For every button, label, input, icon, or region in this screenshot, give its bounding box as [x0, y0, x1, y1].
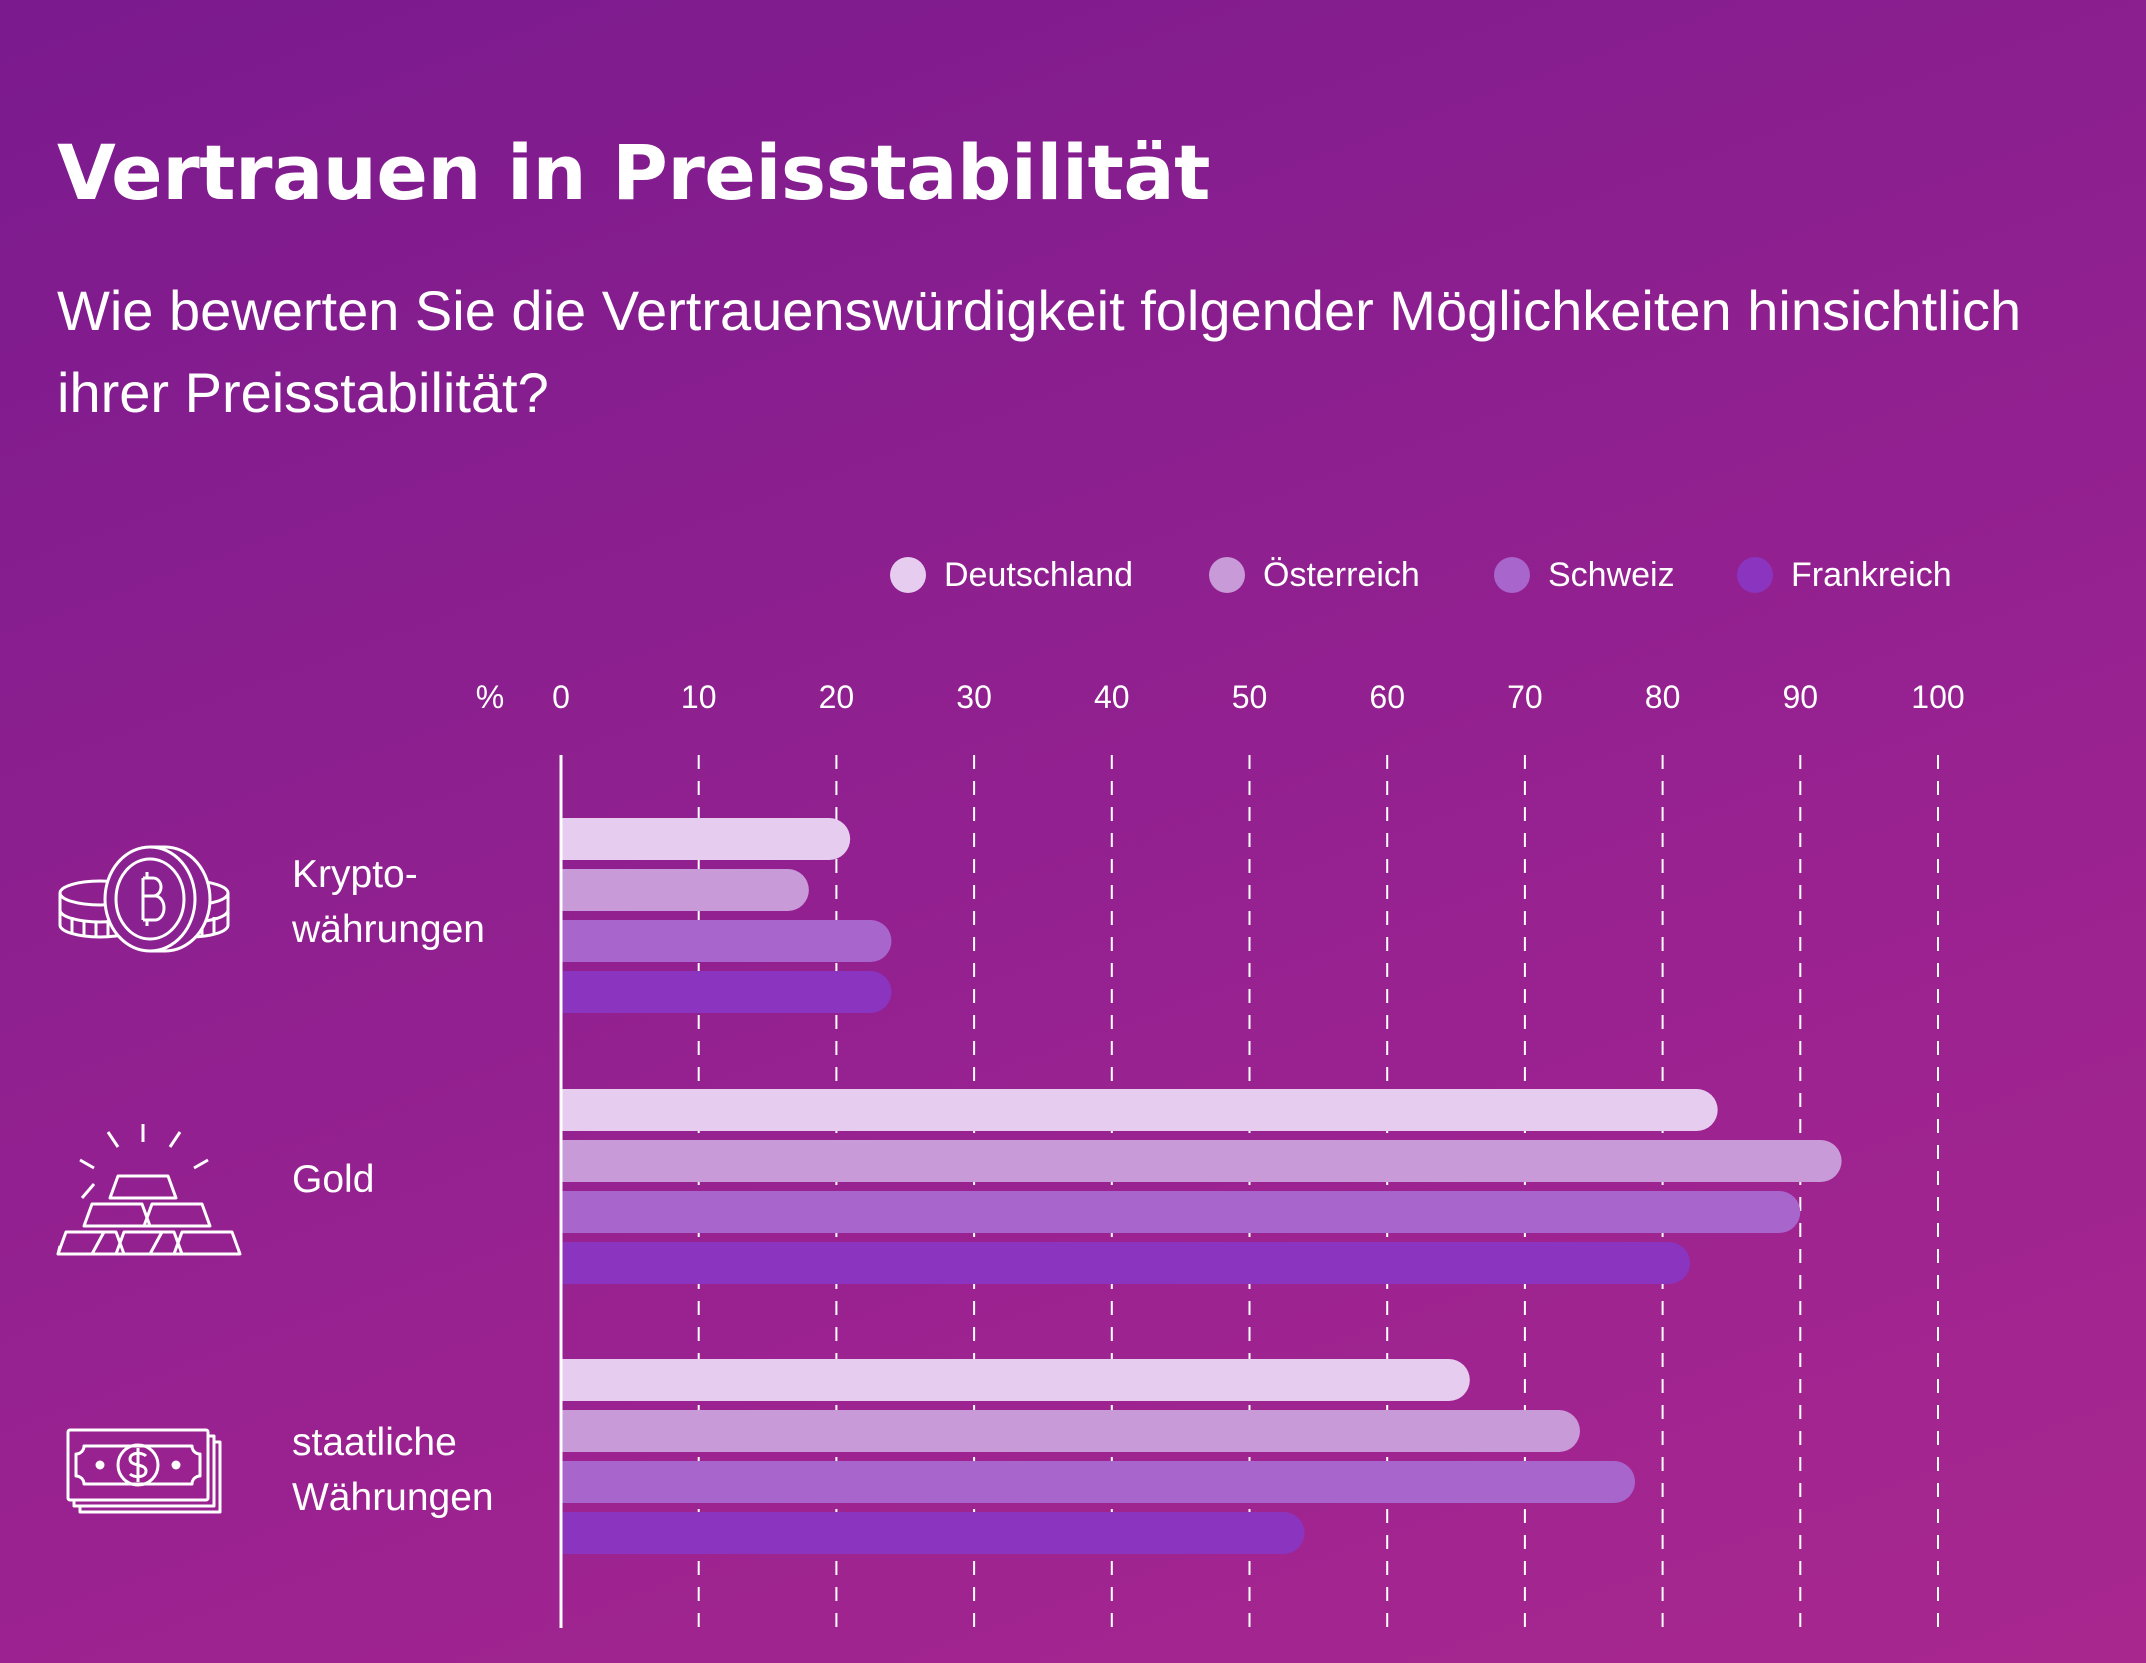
x-tick-label-30: 30 — [956, 679, 992, 715]
category-label-gold: Gold — [292, 1158, 374, 1201]
chart-bars — [561, 818, 1842, 1554]
legend-item-deutschland: Deutschland — [890, 550, 1133, 600]
bar-base-krypto-deutschland — [561, 818, 582, 860]
legend-swatch-frankreich — [1737, 557, 1773, 593]
bar-krypto-schweiz — [561, 920, 892, 962]
legend-label-deutschland: Deutschland — [944, 555, 1134, 594]
legend-label-oesterreich: Österreich — [1263, 555, 1420, 594]
x-tick-label-20: 20 — [819, 679, 855, 715]
x-tick-label-0: 0 — [552, 679, 570, 715]
bar-base-staatlich-frankreich — [561, 1512, 582, 1554]
gold-bars-icon — [56, 1124, 242, 1256]
bar-gold-schweiz — [561, 1191, 1801, 1233]
x-tick-label-40: 40 — [1094, 679, 1130, 715]
bar-base-gold-frankreich — [561, 1242, 582, 1284]
bar-krypto-deutschland — [561, 818, 851, 860]
bitcoin-coins-icon — [58, 845, 230, 953]
legend-label-schweiz: Schweiz — [1548, 555, 1675, 594]
bar-base-krypto-schweiz — [561, 920, 582, 962]
bar-base-staatlich-deutschland — [561, 1359, 582, 1401]
bar-staatlich-frankreich — [561, 1512, 1305, 1554]
category-label-krypto-line1: Krypto- — [292, 853, 418, 896]
bar-base-gold-österreich — [561, 1140, 582, 1182]
category-label-staatlich-line1: staatliche — [292, 1421, 457, 1464]
bar-gold-deutschland — [561, 1089, 1718, 1131]
legend-label-frankreich: Frankreich — [1791, 555, 1952, 594]
x-tick-label-80: 80 — [1645, 679, 1681, 715]
legend-item-schweiz: Schweiz — [1494, 550, 1675, 600]
legend-swatch-oesterreich — [1209, 557, 1245, 593]
bar-staatlich-schweiz — [561, 1461, 1636, 1503]
bar-base-krypto-frankreich — [561, 971, 582, 1013]
x-tick-label-100: 100 — [1911, 679, 1964, 715]
legend-swatch-deutschland — [890, 557, 926, 593]
bar-staatlich-österreich — [561, 1410, 1580, 1452]
legend-swatch-schweiz — [1494, 557, 1530, 593]
bar-base-krypto-österreich — [561, 869, 582, 911]
x-tick-label-50: 50 — [1232, 679, 1268, 715]
bar-krypto-österreich — [561, 869, 809, 911]
x-axis-unit-label: % — [476, 679, 504, 715]
category-labels: Krypto- währungen Gold staatliche Währun… — [291, 853, 494, 1519]
legend-item-frankreich: Frankreich — [1737, 550, 1952, 600]
chart-title: Vertrauen in Preisstabilität — [57, 128, 1210, 217]
x-tick-label-90: 90 — [1783, 679, 1819, 715]
x-axis-ticks: % 0 10 20 30 40 50 60 70 80 90 100 — [476, 679, 1965, 715]
bar-gold-österreich — [561, 1140, 1842, 1182]
banknote-icon — [66, 1428, 222, 1514]
x-tick-label-60: 60 — [1369, 679, 1405, 715]
category-label-staatlich-line2: Währungen — [292, 1476, 494, 1519]
category-label-krypto-line2: währungen — [291, 908, 485, 951]
x-tick-label-70: 70 — [1507, 679, 1543, 715]
chart-subtitle: Wie bewerten Sie die Vertrauenswürdigkei… — [57, 279, 2022, 424]
x-tick-label-10: 10 — [681, 679, 717, 715]
bar-krypto-frankreich — [561, 971, 892, 1013]
bar-staatlich-deutschland — [561, 1359, 1470, 1401]
bar-base-gold-schweiz — [561, 1191, 582, 1233]
bar-gold-frankreich — [561, 1242, 1691, 1284]
bar-base-gold-deutschland — [561, 1089, 582, 1131]
bar-base-staatlich-österreich — [561, 1410, 582, 1452]
bar-base-staatlich-schweiz — [561, 1461, 582, 1503]
legend-item-oesterreich: Österreich — [1209, 550, 1420, 600]
legend: Deutschland Österreich Schweiz Frankreic… — [0, 550, 2146, 600]
